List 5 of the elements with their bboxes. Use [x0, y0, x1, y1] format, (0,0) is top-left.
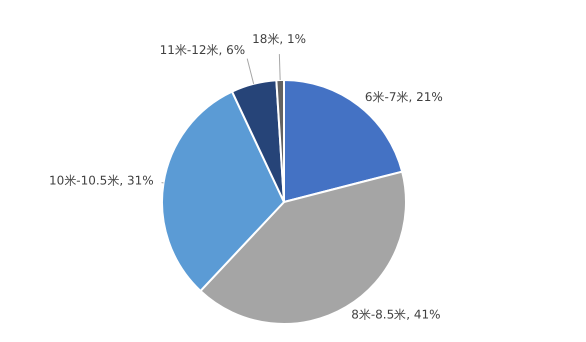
slice-label: 8米-8.5米, 41%	[351, 308, 441, 322]
slice-label: 11米-12米, 6%	[160, 43, 246, 58]
slice-label: 6米-7米, 21%	[364, 90, 443, 104]
slice-label: 10米-10.5米, 31%	[49, 173, 154, 188]
slice-label: 18米, 1%	[252, 32, 306, 46]
